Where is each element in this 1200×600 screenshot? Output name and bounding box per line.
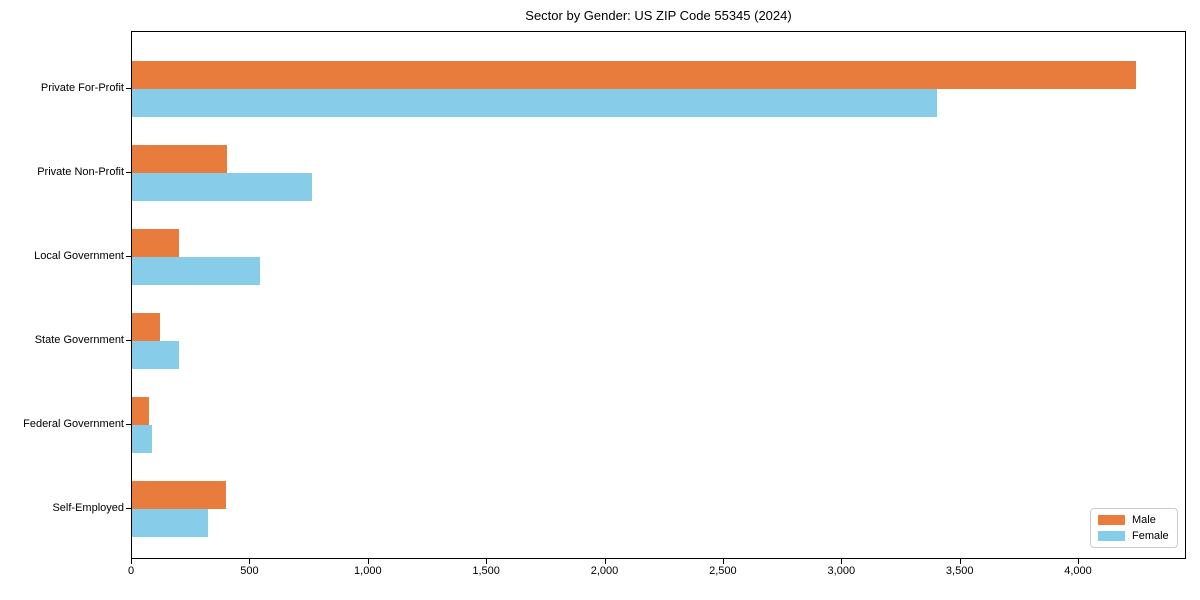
y-tick-mark xyxy=(126,172,131,173)
y-tick-mark xyxy=(126,88,131,89)
bar-male-0 xyxy=(132,61,1136,89)
y-tick-mark xyxy=(126,508,131,509)
x-tick-mark xyxy=(1078,559,1079,564)
x-tick-label: 500 xyxy=(240,565,259,577)
y-axis-label: Self-Employed xyxy=(52,502,124,514)
y-axis-label: Local Government xyxy=(34,250,124,262)
chart-title: Sector by Gender: US ZIP Code 55345 (202… xyxy=(525,8,792,23)
bar-female-3 xyxy=(132,341,180,369)
legend-swatch-male-icon xyxy=(1098,514,1125,525)
legend: Male Female xyxy=(1090,508,1178,548)
x-tick-mark xyxy=(604,559,606,564)
y-tick-mark xyxy=(126,424,131,425)
bar-female-4 xyxy=(132,425,153,453)
y-axis-label: Private Non-Profit xyxy=(37,166,124,178)
x-tick-mark xyxy=(841,559,843,564)
bar-female-1 xyxy=(132,173,312,201)
y-axis-label: State Government xyxy=(34,334,124,346)
bar-male-3 xyxy=(132,313,161,341)
x-tick-mark xyxy=(486,559,488,564)
y-tick-mark xyxy=(126,256,131,257)
x-tick-mark xyxy=(722,559,724,564)
y-axis-label: Private For-Profit xyxy=(40,82,124,94)
x-tick-mark xyxy=(249,559,251,564)
legend-label-female: Female xyxy=(1132,530,1169,543)
bar-female-5 xyxy=(132,509,208,537)
bar-male-1 xyxy=(132,145,227,173)
legend-entry-female: Female xyxy=(1091,529,1177,544)
x-tick-mark xyxy=(131,559,132,564)
x-tick-mark xyxy=(367,559,369,564)
legend-label-male: Male xyxy=(1132,513,1156,526)
x-tick-label: 1,000 xyxy=(354,565,382,577)
x-tick-label: 4,000 xyxy=(1064,565,1092,577)
x-tick-mark xyxy=(959,559,961,564)
x-tick-label: 1,500 xyxy=(472,565,500,577)
x-tick-label: 2,000 xyxy=(590,565,619,577)
x-tick-label: 3,000 xyxy=(827,565,856,577)
y-tick-mark xyxy=(126,340,131,341)
bar-female-2 xyxy=(132,257,260,285)
bar-male-5 xyxy=(132,481,226,509)
bar-female-0 xyxy=(132,89,937,117)
legend-entry-male: Male xyxy=(1091,512,1177,527)
bar-male-4 xyxy=(132,397,149,425)
legend-swatch-female-icon xyxy=(1098,531,1125,542)
x-tick-label: 0 xyxy=(127,565,135,577)
plot-area xyxy=(131,31,1186,559)
bar-male-2 xyxy=(132,229,180,257)
x-tick-label: 2,500 xyxy=(709,565,737,577)
x-tick-label: 3,500 xyxy=(945,565,974,577)
y-axis-label: Federal Government xyxy=(23,418,124,430)
